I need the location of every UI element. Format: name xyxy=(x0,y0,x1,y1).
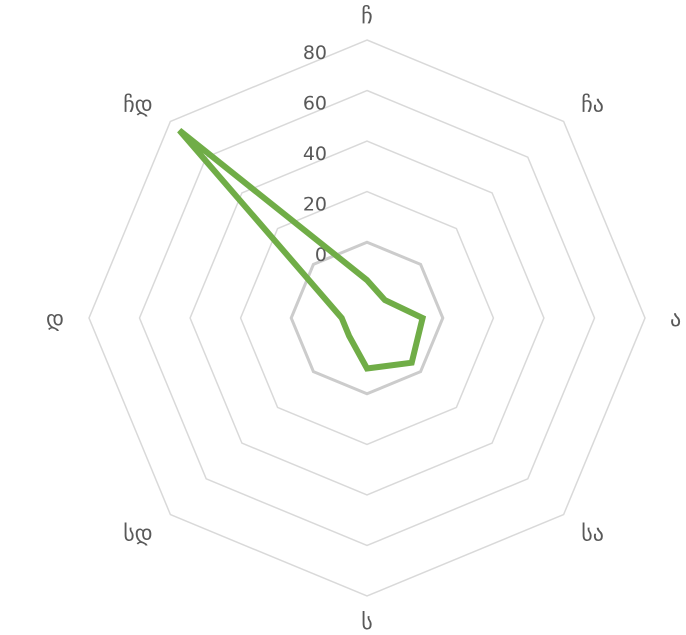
category-label: ს xyxy=(361,610,373,631)
category-label: დ xyxy=(46,307,64,332)
category-label: ჩ xyxy=(361,4,373,29)
category-label: ჩა xyxy=(581,93,604,118)
r-tick-label: 60 xyxy=(303,93,327,115)
grid-ring-20 xyxy=(241,192,494,445)
grid-ring-40 xyxy=(190,141,544,495)
r-tick-label: 80 xyxy=(303,42,327,64)
category-label-layer: ჩ ჩა ა სა ს სდ დ ჩდ xyxy=(46,4,681,631)
category-label: ა xyxy=(670,307,681,332)
r-tick-label: 20 xyxy=(303,194,327,216)
category-label: სა xyxy=(581,521,604,546)
r-tick-label: 40 xyxy=(303,143,327,165)
category-label: სდ xyxy=(123,521,153,546)
grid-ring-80 xyxy=(89,40,645,596)
category-label: ჩდ xyxy=(123,93,153,118)
grid-layer xyxy=(89,40,645,596)
